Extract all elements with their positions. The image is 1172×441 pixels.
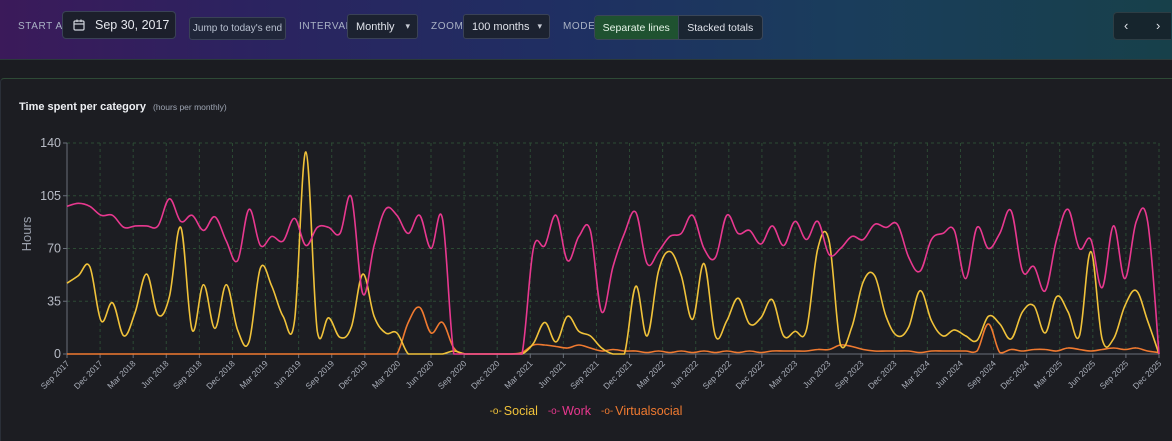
series-line-work (66, 194, 1160, 355)
x-tick-label: Sep 2022 (700, 358, 733, 391)
interval-label: INTERVAL (299, 21, 352, 32)
x-tick-label: Dec 2019 (336, 358, 369, 391)
interval-select[interactable]: Monthly ▾ (347, 14, 418, 39)
chevron-down-icon: ▾ (537, 21, 542, 31)
x-tick-label: Mar 2022 (635, 358, 668, 391)
x-tick-label: Dec 2020 (469, 358, 502, 391)
legend-marker-icon: -o- (547, 405, 561, 417)
interval-value: Monthly (356, 20, 395, 33)
mode-separate-lines-button[interactable]: Separate lines (595, 16, 679, 39)
chart-axes: Hours (19, 142, 1160, 358)
x-tick-label: Mar 2019 (237, 358, 270, 391)
legend-item-virtualsocial[interactable]: -o- Virtualsocial (601, 404, 682, 418)
y-tick-label: 0 (54, 347, 61, 361)
x-tick-label: Dec 2024 (998, 358, 1031, 391)
x-tick-label: Dec 2023 (866, 358, 899, 391)
y-axis-labels: 0 35 70 105 140 (40, 136, 61, 361)
start-date-value: Sep 30, 2017 (95, 18, 170, 32)
x-tick-label: Sep 2023 (833, 358, 866, 391)
start-date-picker[interactable]: Sep 30, 2017 (62, 11, 176, 39)
legend-item-work[interactable]: -o- Work (548, 404, 591, 418)
period-nav: ‹ › (1113, 12, 1171, 40)
x-tick-label: Sep 2019 (303, 358, 336, 391)
line-chart: Hours Sep 2017 Dec 2017 Mar 2018 Jun 2018 Se… (19, 136, 1164, 391)
legend-label: Social (503, 404, 538, 418)
chevron-right-icon[interactable]: › (1156, 18, 1161, 33)
chart-title: Time spent per category (19, 101, 146, 113)
x-tick-label: Mar 2023 (767, 358, 800, 391)
x-tick-label: Jun 2019 (271, 358, 303, 390)
x-tick-label: Jun 2025 (1065, 358, 1097, 390)
legend-item-social[interactable]: -o- Social (490, 404, 538, 418)
x-tick-label: Sep 2025 (1098, 358, 1131, 391)
y-tick-label: 70 (47, 242, 61, 256)
x-tick-label: Sep 2018 (171, 358, 204, 391)
calendar-icon (73, 19, 85, 31)
y-tick-label: 105 (40, 189, 61, 203)
legend-marker-icon: -o- (601, 405, 614, 417)
legend-label: Virtualsocial (615, 404, 683, 418)
mode-stacked-totals-button[interactable]: Stacked totals (687, 21, 754, 34)
chevron-down-icon: ▾ (405, 21, 410, 31)
y-tick-label: 140 (40, 136, 61, 150)
x-tick-label: Dec 2018 (204, 358, 237, 391)
x-tick-label: Mar 2020 (370, 358, 403, 391)
x-tick-label: Jun 2018 (139, 358, 171, 390)
y-tick-label: 35 (47, 294, 61, 308)
y-axis-title: Hours (19, 216, 34, 251)
series-line-virtualsocial (66, 306, 1160, 355)
toolbar: START AT Sep 30, 2017 Jump to today's en… (0, 0, 1172, 60)
x-tick-label: Jun 2021 (536, 358, 568, 390)
zoom-label: ZOOM (431, 21, 464, 32)
x-tick-label: Mar 2018 (105, 358, 138, 391)
x-axis-labels: Sep 2017 Dec 2017 Mar 2018 Jun 2018 Sep 2018… (39, 358, 1164, 391)
mode-label: MODE (563, 21, 596, 32)
x-tick-label: Dec 2021 (601, 358, 634, 391)
x-tick-label: Jun 2024 (933, 358, 965, 390)
mode-toggle: Separate lines Stacked totals (594, 15, 763, 40)
x-tick-label: Sep 2017 (39, 358, 72, 391)
zoom-select[interactable]: 100 months ▾ (463, 14, 550, 39)
legend-label: Work (562, 404, 592, 418)
series-line-social (66, 151, 1160, 355)
x-tick-label: Sep 2024 (965, 358, 998, 391)
x-tick-label: Jun 2023 (801, 358, 833, 390)
x-tick-label: Dec 2022 (734, 358, 767, 391)
jump-to-today-button[interactable]: Jump to today's end (189, 17, 286, 40)
chart-series (66, 151, 1160, 355)
x-tick-label: Dec 2017 (72, 358, 105, 391)
x-tick-label: Dec 2025 (1131, 358, 1164, 391)
x-tick-label: Mar 2025 (1032, 358, 1065, 391)
x-tick-label: Sep 2021 (568, 358, 601, 391)
x-tick-label: Sep 2020 (436, 358, 469, 391)
x-tick-label: Mar 2024 (899, 358, 932, 391)
chart-legend: -o- Social -o- Work -o- Virtualsocial (0, 404, 1172, 418)
chevron-left-icon[interactable]: ‹ (1124, 18, 1129, 33)
zoom-value: 100 months (472, 20, 530, 33)
legend-marker-icon: -o- (489, 405, 502, 417)
x-tick-label: Mar 2021 (502, 358, 535, 391)
chart-grid (66, 142, 1160, 354)
x-tick-label: Jun 2022 (668, 358, 700, 390)
start-at-label: START AT (18, 21, 69, 32)
chart-card: Time spent per category (hours per month… (0, 78, 1172, 441)
chart-subtitle: (hours per monthly) (153, 102, 227, 112)
x-tick-label: Jun 2020 (404, 358, 436, 390)
